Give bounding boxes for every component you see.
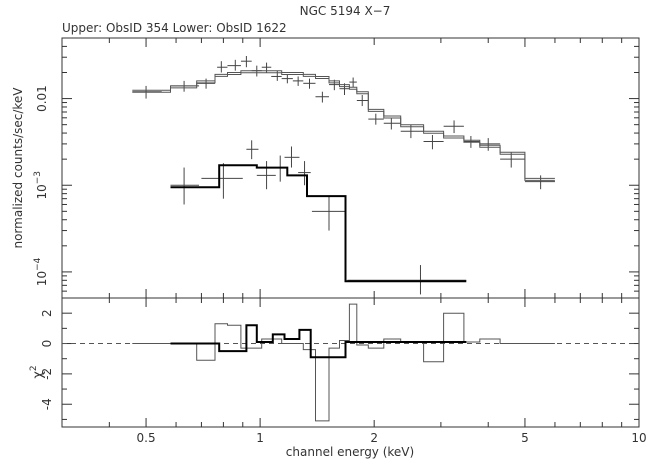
residual-y-ticks: 2 0 -2 -4 (40, 309, 639, 420)
spectrum-series (132, 55, 555, 295)
residual-plot-frame (61, 297, 640, 428)
residual-y-axis-superscript: 2 (29, 365, 39, 371)
y-tick-label: 0 (40, 340, 54, 348)
residual-line (170, 324, 467, 359)
x-tick-label: 2 (370, 431, 378, 445)
y-tick-label: 10−4 (33, 257, 49, 286)
y-tick-label: 2 (40, 309, 54, 317)
spectrum-y-axis-label: normalized counts/sec/keV (11, 87, 25, 249)
y-tick-label: -4 (40, 398, 54, 410)
x-axis-label: channel energy (keV) (286, 445, 414, 459)
residual-y-axis-label: χ2 (29, 365, 46, 378)
y-tick-label: 10−3 (33, 171, 49, 200)
model-line (170, 164, 467, 283)
residual-series (62, 303, 639, 422)
x-tick-label: 10 (631, 431, 646, 445)
x-tick-label: 5 (521, 431, 529, 445)
model-line-alt (132, 72, 555, 181)
x-tick-label: 0.5 (137, 431, 156, 445)
spectrum-x-ticks (61, 38, 640, 298)
x-tick-label: 1 (256, 431, 264, 445)
chart-subtitle: Upper: ObsID 354 Lower: ObsID 1622 (62, 21, 287, 35)
y-tick-label: 0.01 (35, 85, 49, 112)
residual-y-axis-symbol: χ (31, 371, 46, 379)
residual-panel: 0.5 1 2 5 10 20-2-4 χ2 channel energy (keV) (29, 297, 647, 459)
spectrum-panel: 0.01 10−3 10−4 normalized counts/sec/keV (11, 37, 640, 299)
y-tick-label: -2 (40, 368, 54, 380)
spectrum-y-ticks: 0.01 10−3 10−4 (33, 37, 639, 299)
chart-title: NGC 5194 X−7 (300, 4, 391, 18)
residual-line (132, 303, 555, 422)
residual-x-ticks: 0.5 1 2 5 10 (61, 298, 647, 445)
